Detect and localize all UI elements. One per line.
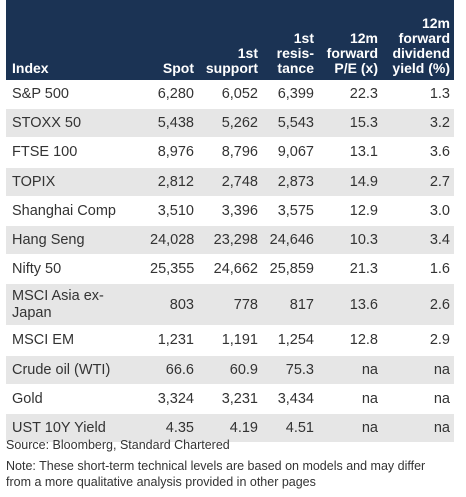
cell-dividend-yield: 2.6: [382, 283, 454, 326]
cell-dividend-yield: na: [382, 355, 454, 385]
table-row: FTSE 100 8,976 8,796 9,067 13.1 3.6: [6, 138, 454, 168]
cell-resistance: 817: [262, 283, 318, 326]
cell-resistance: 2,873: [262, 167, 318, 197]
cell-pe: 12.9: [349, 202, 378, 219]
cell-support: 60.9: [198, 355, 262, 385]
cell-index: MSCI Asia ex-Japan: [6, 283, 146, 326]
cell-index: STOXX 50: [6, 108, 146, 138]
cell-support: 3,231: [221, 390, 258, 407]
cell-spot: 2,812: [146, 167, 198, 197]
header-index: Index: [6, 0, 146, 80]
cell-dividend-yield: 3.0: [429, 202, 450, 219]
header-row: Index Spot 1st support 1st resis-tance 1…: [6, 0, 454, 80]
cell-index: S&P 500: [12, 86, 69, 103]
cell-pe: 13.6: [318, 283, 382, 326]
cell-resistance: 1,254: [277, 332, 314, 349]
cell-index: Nifty 50: [12, 261, 62, 278]
cell-dividend-yield: na: [382, 413, 454, 443]
cell-resistance: 24,646: [262, 225, 318, 255]
table-row: Crude oil (WTI) 66.6 60.9 75.3 na na: [6, 355, 454, 385]
table-row: UST 10Y Yield 4.35 4.19 4.51 na na: [6, 413, 454, 443]
cell-dividend-yield: 1.6: [429, 261, 450, 278]
cell-spot: 1,231: [157, 332, 194, 349]
cell-support: 3,396: [221, 202, 258, 219]
table-row: Hang Seng 24,028 23,298 24,646 10.3 3.4: [6, 225, 454, 255]
cell-spot: 25,355: [150, 261, 195, 278]
cell-index: Hang Seng: [6, 225, 146, 255]
cell-support: 24,662: [213, 261, 258, 278]
cell-resistance: 6,399: [277, 86, 314, 103]
table-row: Nifty 50 25,355 24,662 25,859 21.3 1.6: [6, 255, 454, 284]
cell-pe: 10.3: [318, 225, 382, 255]
cell-dividend-yield: 3.6: [429, 144, 450, 161]
footnote: Note: These short-term technical levels …: [6, 459, 426, 489]
cell-dividend-yield: 1.3: [429, 86, 450, 103]
cell-spot: 4.35: [146, 413, 198, 443]
cell-resistance: 9,067: [277, 144, 314, 161]
cell-dividend-yield: 3.4: [382, 225, 454, 255]
cell-resistance: 3,575: [277, 202, 314, 219]
cell-support: 8,796: [221, 144, 258, 161]
cell-pe: 15.3: [318, 108, 382, 138]
source-line: Source: Bloomberg, Standard Chartered: [6, 438, 230, 452]
cell-support: 23,298: [198, 225, 262, 255]
cell-pe: 14.9: [318, 167, 382, 197]
cell-resistance: 5,543: [262, 108, 318, 138]
cell-dividend-yield: 3.2: [382, 108, 454, 138]
cell-index: UST 10Y Yield: [6, 413, 146, 443]
cell-spot: 8,976: [157, 144, 194, 161]
cell-resistance: 3,434: [277, 390, 314, 407]
header-dividend-yield: 12m forward dividend yield (%): [382, 0, 454, 80]
table-row: MSCI EM 1,231 1,191 1,254 12.8 2.9: [6, 326, 454, 355]
cell-spot: 66.6: [146, 355, 198, 385]
cell-spot: 3,324: [157, 390, 194, 407]
table-row: S&P 500 6,280 6,052 6,399 22.3 1.3: [6, 80, 454, 109]
cell-pe: 22.3: [349, 86, 378, 103]
cell-pe: 12.8: [349, 332, 378, 349]
table-row: MSCI Asia ex-Japan 803 778 817 13.6 2.6: [6, 283, 454, 326]
cell-spot: 3,510: [157, 202, 194, 219]
cell-pe: 13.1: [349, 144, 378, 161]
cell-dividend-yield: 2.7: [382, 167, 454, 197]
cell-spot: 6,280: [157, 86, 194, 103]
cell-pe: 21.3: [349, 261, 378, 278]
cell-pe: na: [361, 390, 378, 407]
cell-dividend-yield: 2.9: [429, 332, 450, 349]
cell-support: 1,191: [221, 332, 258, 349]
cell-spot: 803: [146, 283, 198, 326]
cell-resistance: 4.51: [262, 413, 318, 443]
header-spot: Spot: [146, 0, 198, 80]
cell-index: FTSE 100: [12, 144, 78, 161]
table-row: Gold 3,324 3,231 3,434 na na: [6, 384, 454, 414]
header-pe: 12m forward P/E (x): [318, 0, 382, 80]
table-row: STOXX 50 5,438 5,262 5,543 15.3 3.2: [6, 108, 454, 138]
cell-index: MSCI EM: [12, 332, 75, 349]
table-row: Shanghai Comp 3,510 3,396 3,575 12.9 3.0: [6, 196, 454, 226]
cell-pe: na: [318, 413, 382, 443]
cell-support: 2,748: [198, 167, 262, 197]
cell-dividend-yield: na: [433, 390, 450, 407]
cell-index: TOPIX: [6, 167, 146, 197]
cell-spot: 24,028: [146, 225, 198, 255]
cell-support: 778: [198, 283, 262, 326]
cell-resistance: 75.3: [262, 355, 318, 385]
cell-spot: 5,438: [146, 108, 198, 138]
cell-support: 5,262: [198, 108, 262, 138]
technical-levels-table: Index Spot 1st support 1st resis-tance 1…: [6, 0, 454, 443]
cell-support: 6,052: [221, 86, 258, 103]
cell-index: Gold: [12, 390, 43, 407]
cell-support: 4.19: [198, 413, 262, 443]
header-support: 1st support: [198, 0, 262, 80]
table-row: TOPIX 2,812 2,748 2,873 14.9 2.7: [6, 167, 454, 197]
cell-pe: na: [318, 355, 382, 385]
cell-resistance: 25,859: [269, 261, 314, 278]
cell-index: Crude oil (WTI): [6, 355, 146, 385]
cell-index: Shanghai Comp: [12, 202, 116, 219]
header-resistance: 1st resis-tance: [262, 0, 318, 80]
